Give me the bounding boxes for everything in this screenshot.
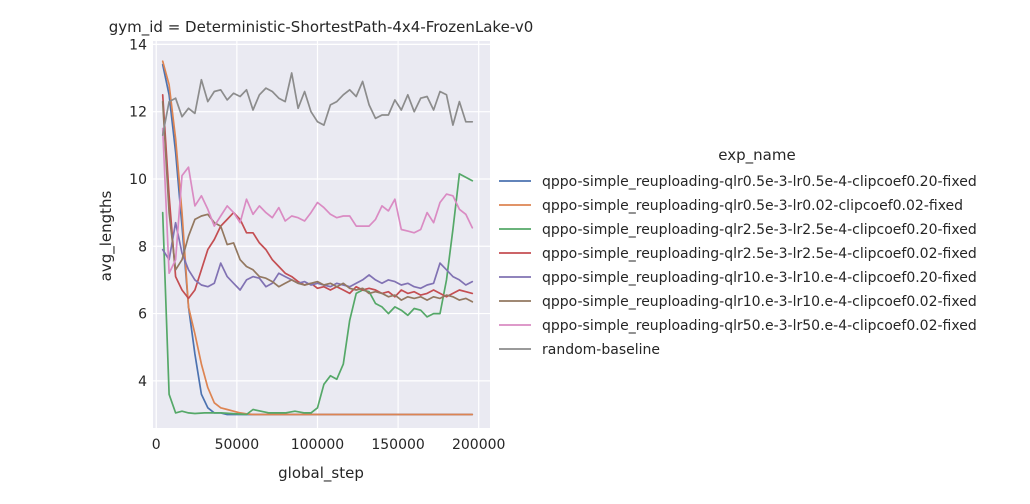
y-axis-label: avg_lengths [97,190,116,281]
x-axis-label: global_step [278,464,364,483]
plot-area: 0 50000 100000 150000 200000 4 6 8 10 12 14 [129,37,505,453]
chart-title: gym_id = Deterministic-ShortestPath-4x4-… [109,18,534,37]
x-tick-label: 150000 [371,437,424,453]
series-line-8 [161,72,474,137]
series-line-5 [161,221,474,291]
y-tick-label: 12 [129,105,147,121]
x-tick-label: 200000 [452,437,505,453]
legend: exp_name qppo-simple_reuploading-qlr0.5e… [499,146,977,358]
legend-entry-label: qppo-simple_reuploading-qlr50.e-3-lr50.e… [542,318,977,334]
x-tick-label: 50000 [215,437,260,453]
y-tick-label: 6 [138,307,147,323]
y-tick-label: 8 [138,239,147,255]
y-tick-label: 4 [138,374,147,390]
legend-entry-label: random-baseline [542,342,660,358]
series-line-3 [161,173,474,416]
series-line-4 [161,93,474,300]
legend-entry-label: qppo-simple_reuploading-qlr2.5e-3-lr2.5e… [542,246,977,262]
x-tick-label: 100000 [291,437,344,453]
legend-entry-label: qppo-simple_reuploading-qlr10.e-3-lr10.e… [542,270,977,286]
y-tick-label: 10 [129,172,147,188]
series-line-6 [161,100,474,303]
plot-background [153,41,490,428]
legend-entry-label: qppo-simple_reuploading-qlr0.5e-3-lr0.02… [542,198,963,214]
legend-entry-label: qppo-simple_reuploading-qlr0.5e-3-lr0.5e… [542,174,977,190]
legend-entry-label: qppo-simple_reuploading-qlr2.5e-3-lr2.5e… [542,222,977,238]
legend-title: exp_name [718,146,795,165]
series-line-7 [161,127,474,275]
y-tick-label: 14 [129,37,147,53]
series-line-2 [161,60,474,416]
legend-entry-label: qppo-simple_reuploading-qlr10.e-3-lr10.e… [542,294,977,310]
x-tick-label: 0 [152,437,161,453]
